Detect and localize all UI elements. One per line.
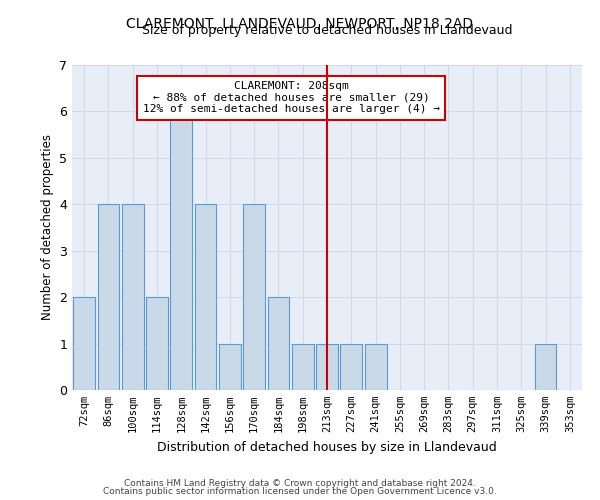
Bar	[340, 344, 362, 390]
Text: Contains public sector information licensed under the Open Government Licence v3: Contains public sector information licen…	[103, 487, 497, 496]
Text: CLAREMONT: 208sqm
← 88% of detached houses are smaller (29)
12% of semi-detached: CLAREMONT: 208sqm ← 88% of detached hous…	[143, 81, 440, 114]
Bar	[292, 344, 314, 390]
X-axis label: Distribution of detached houses by size in Llandevaud: Distribution of detached houses by size …	[157, 440, 497, 454]
Bar	[219, 344, 241, 390]
Title: Size of property relative to detached houses in Llandevaud: Size of property relative to detached ho…	[142, 24, 512, 38]
Text: CLAREMONT, LLANDEVAUD, NEWPORT, NP18 2AD: CLAREMONT, LLANDEVAUD, NEWPORT, NP18 2AD	[127, 18, 473, 32]
Y-axis label: Number of detached properties: Number of detached properties	[41, 134, 53, 320]
Bar	[170, 112, 192, 390]
Bar	[194, 204, 217, 390]
Bar	[268, 297, 289, 390]
Bar	[97, 204, 119, 390]
Bar	[535, 344, 556, 390]
Bar	[316, 344, 338, 390]
Bar	[73, 297, 95, 390]
Bar	[243, 204, 265, 390]
Bar	[122, 204, 143, 390]
Bar	[146, 297, 168, 390]
Bar	[365, 344, 386, 390]
Text: Contains HM Land Registry data © Crown copyright and database right 2024.: Contains HM Land Registry data © Crown c…	[124, 478, 476, 488]
